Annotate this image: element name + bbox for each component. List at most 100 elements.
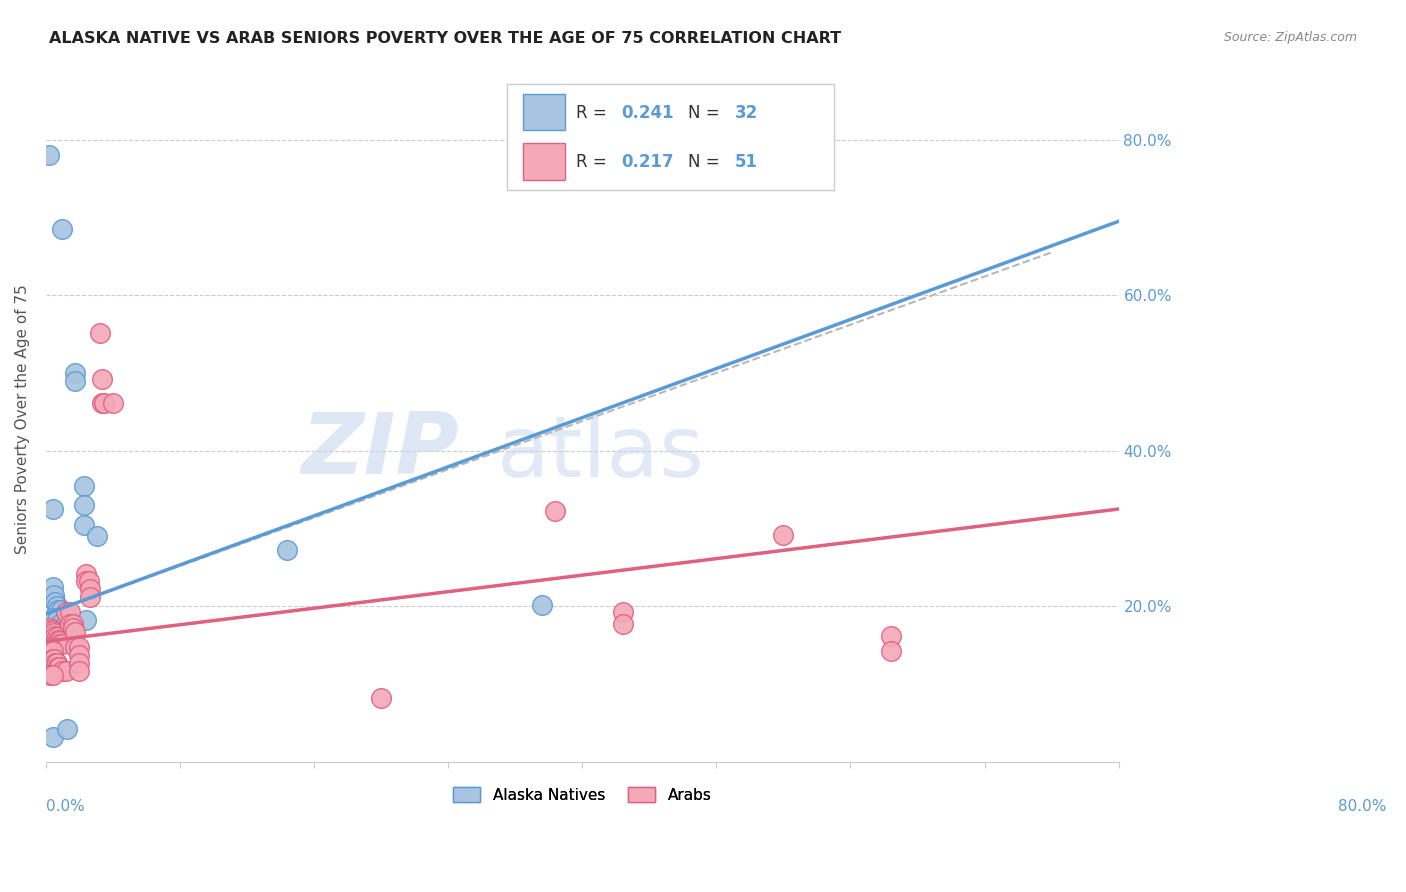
Point	[42, 637, 65, 651]
Point	[69, 656, 91, 670]
Point	[93, 395, 115, 409]
Text: N =: N =	[689, 103, 725, 121]
Point	[45, 599, 67, 614]
Point	[612, 606, 634, 620]
Legend: Alaska Natives, Arabs: Alaska Natives, Arabs	[447, 781, 717, 809]
Point	[42, 629, 65, 643]
Point	[46, 660, 69, 674]
Point	[51, 222, 73, 236]
Point	[276, 543, 298, 558]
Point	[65, 374, 87, 388]
Point	[41, 652, 63, 666]
Point	[41, 624, 63, 639]
Point	[879, 629, 901, 643]
Point	[41, 644, 63, 658]
Point	[62, 617, 84, 632]
Point	[91, 372, 114, 386]
Point	[41, 611, 63, 625]
Point	[51, 664, 73, 678]
FancyBboxPatch shape	[508, 84, 834, 190]
Point	[75, 613, 97, 627]
Point	[55, 606, 77, 620]
Point	[544, 504, 567, 518]
Point	[45, 631, 67, 645]
Point	[75, 566, 97, 581]
Point	[45, 632, 67, 646]
Point	[75, 574, 97, 589]
Point	[41, 502, 63, 516]
Point	[72, 479, 94, 493]
Point	[51, 621, 73, 635]
Point	[48, 634, 70, 648]
Point	[370, 691, 392, 706]
Text: atlas: atlas	[496, 412, 704, 495]
Point	[51, 637, 73, 651]
Point	[65, 624, 87, 639]
Point	[56, 621, 79, 635]
Text: Source: ZipAtlas.com: Source: ZipAtlas.com	[1223, 31, 1357, 45]
Point	[55, 664, 77, 678]
Text: R =: R =	[576, 153, 612, 171]
Point	[39, 640, 62, 655]
Point	[89, 326, 111, 340]
FancyBboxPatch shape	[523, 94, 565, 130]
Point	[42, 625, 65, 640]
Text: 80.0%: 80.0%	[1339, 799, 1386, 814]
Point	[72, 517, 94, 532]
Point	[62, 621, 84, 635]
Point	[772, 527, 794, 541]
Point	[49, 616, 72, 631]
Text: 0.241: 0.241	[621, 103, 673, 121]
Text: R =: R =	[576, 103, 612, 121]
Point	[612, 617, 634, 632]
Point	[72, 498, 94, 512]
Point	[79, 582, 101, 596]
Point	[86, 529, 108, 543]
Y-axis label: Seniors Poverty Over the Age of 75: Seniors Poverty Over the Age of 75	[15, 285, 30, 555]
Point	[879, 644, 901, 658]
Point	[56, 722, 79, 736]
Point	[44, 595, 66, 609]
Point	[41, 730, 63, 744]
Point	[39, 621, 62, 635]
Point	[42, 652, 65, 666]
Text: ALASKA NATIVE VS ARAB SENIORS POVERTY OVER THE AGE OF 75 CORRELATION CHART: ALASKA NATIVE VS ARAB SENIORS POVERTY OV…	[49, 31, 841, 46]
Point	[65, 640, 87, 655]
Point	[41, 643, 63, 657]
Point	[531, 598, 554, 612]
Text: 51: 51	[734, 153, 758, 171]
Point	[45, 613, 67, 627]
Point	[41, 667, 63, 681]
Point	[46, 632, 69, 647]
Point	[46, 603, 69, 617]
Point	[41, 644, 63, 658]
Point	[59, 617, 82, 632]
Point	[39, 667, 62, 681]
Point	[69, 664, 91, 678]
Point	[69, 640, 91, 655]
Point	[65, 366, 87, 380]
Point	[48, 637, 70, 651]
Point	[38, 148, 60, 162]
FancyBboxPatch shape	[523, 143, 565, 180]
Point	[59, 606, 82, 620]
Point	[91, 395, 114, 409]
Point	[41, 637, 63, 651]
Text: 32: 32	[734, 103, 758, 121]
Point	[41, 623, 63, 637]
Text: 0.217: 0.217	[621, 153, 673, 171]
Point	[69, 648, 91, 663]
Point	[42, 588, 65, 602]
Text: 0.0%: 0.0%	[46, 799, 84, 814]
Text: ZIP: ZIP	[301, 409, 458, 491]
Point	[41, 624, 63, 639]
Point	[48, 660, 70, 674]
Text: N =: N =	[689, 153, 725, 171]
Point	[45, 656, 67, 670]
Point	[41, 580, 63, 594]
Point	[79, 590, 101, 604]
Point	[44, 629, 66, 643]
Point	[44, 656, 66, 670]
Point	[49, 603, 72, 617]
Point	[41, 652, 63, 666]
